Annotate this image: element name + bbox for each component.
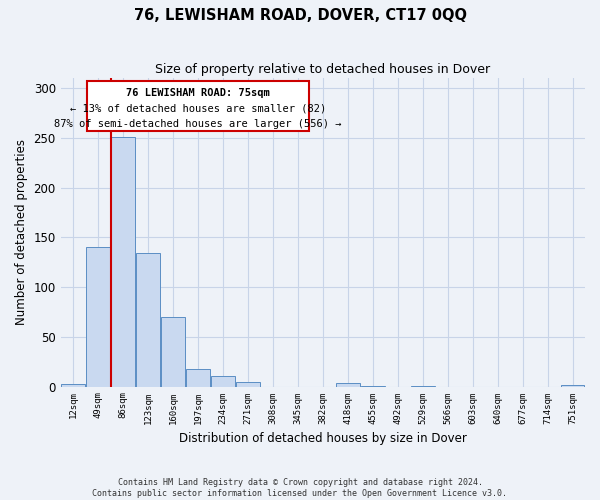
Text: 76 LEWISHAM ROAD: 75sqm: 76 LEWISHAM ROAD: 75sqm — [126, 88, 270, 98]
Text: 76, LEWISHAM ROAD, DOVER, CT17 0QQ: 76, LEWISHAM ROAD, DOVER, CT17 0QQ — [133, 8, 467, 22]
Title: Size of property relative to detached houses in Dover: Size of property relative to detached ho… — [155, 62, 490, 76]
Bar — [161, 317, 185, 386]
Text: ← 13% of detached houses are smaller (82): ← 13% of detached houses are smaller (82… — [70, 104, 326, 114]
Bar — [86, 247, 110, 386]
Bar — [136, 253, 160, 386]
FancyBboxPatch shape — [87, 81, 309, 131]
X-axis label: Distribution of detached houses by size in Dover: Distribution of detached houses by size … — [179, 432, 467, 445]
Bar — [211, 376, 235, 386]
Text: 87% of semi-detached houses are larger (556) →: 87% of semi-detached houses are larger (… — [54, 119, 342, 129]
Bar — [560, 384, 584, 386]
Y-axis label: Number of detached properties: Number of detached properties — [15, 140, 28, 326]
Bar — [111, 137, 135, 386]
Bar — [236, 382, 260, 386]
Text: Contains HM Land Registry data © Crown copyright and database right 2024.
Contai: Contains HM Land Registry data © Crown c… — [92, 478, 508, 498]
Bar — [186, 368, 210, 386]
Bar — [336, 382, 359, 386]
Bar — [61, 384, 85, 386]
